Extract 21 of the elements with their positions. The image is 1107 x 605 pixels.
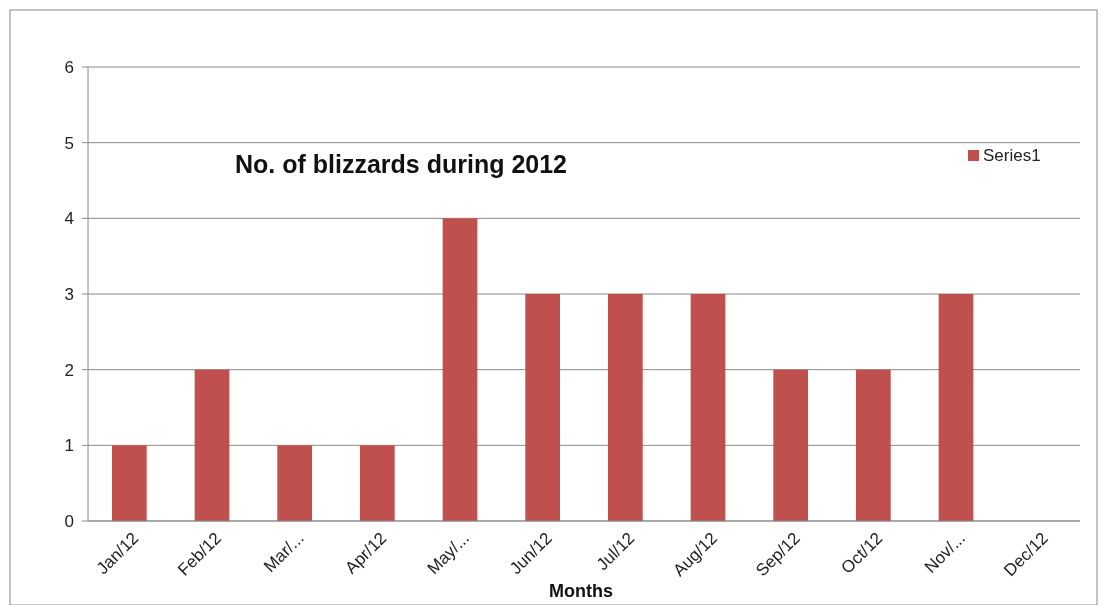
bar [938, 294, 974, 521]
bar [607, 294, 643, 521]
x-axis-title: Months [549, 581, 613, 601]
y-tick-label: 5 [64, 133, 74, 153]
bar [277, 445, 313, 521]
y-tick-label: 1 [64, 436, 74, 456]
bar [773, 369, 809, 521]
y-tick-label: 3 [64, 284, 74, 304]
y-tick-label: 2 [64, 360, 74, 380]
bar [442, 218, 478, 521]
y-tick-label: 6 [64, 57, 74, 77]
legend-label: Series1 [983, 145, 1041, 165]
y-tick-label: 0 [64, 511, 74, 531]
y-tick-label: 4 [64, 209, 74, 229]
bar [690, 294, 726, 521]
bar [855, 369, 891, 521]
bar [111, 445, 147, 521]
text: No. of blizzards during 2012 [235, 150, 567, 178]
bar [525, 294, 561, 521]
bar [359, 445, 395, 521]
bar [194, 369, 230, 521]
